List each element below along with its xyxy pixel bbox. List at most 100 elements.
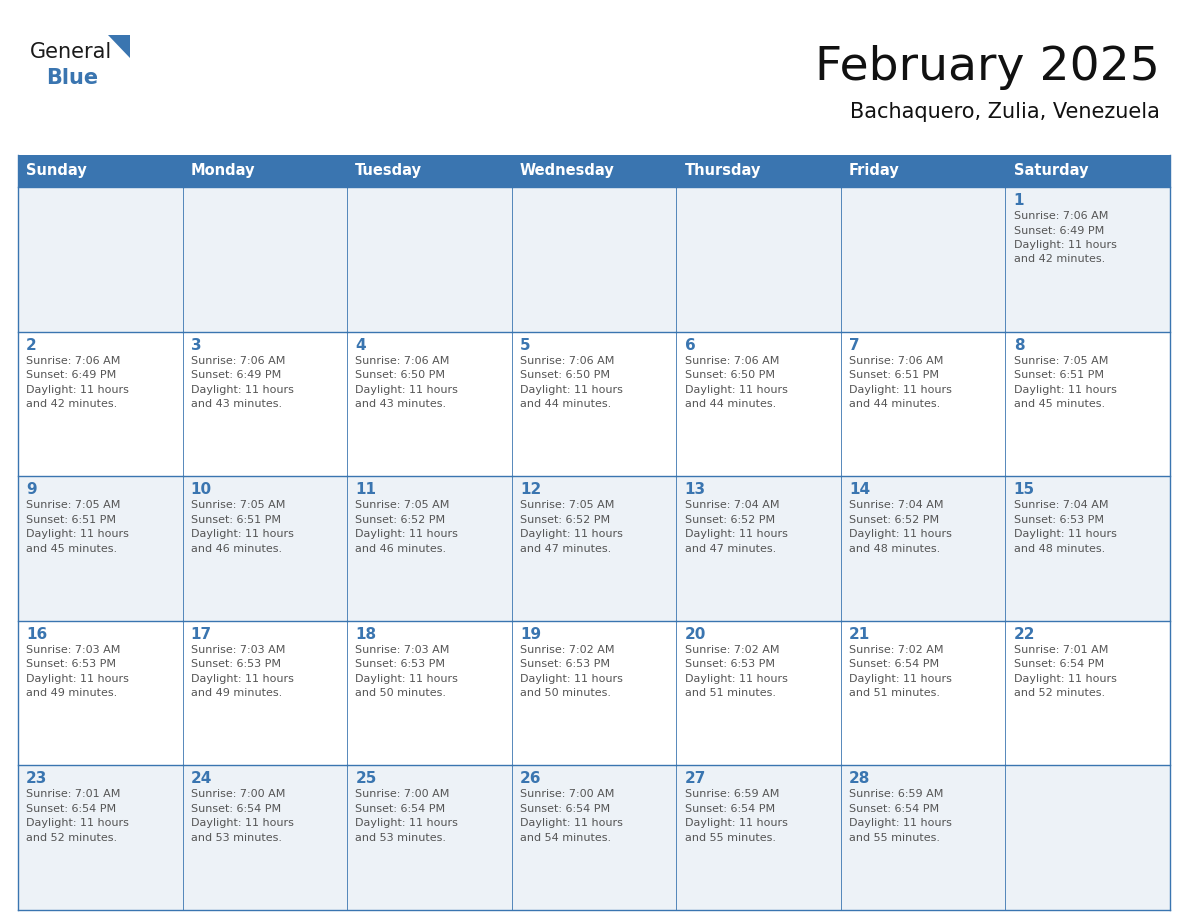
- Bar: [18, 155, 183, 187]
- Text: 15: 15: [1013, 482, 1035, 498]
- Text: Sunrise: 7:01 AM: Sunrise: 7:01 AM: [26, 789, 121, 800]
- Text: 23: 23: [26, 771, 48, 787]
- Text: Daylight: 11 hours: Daylight: 11 hours: [684, 674, 788, 684]
- Text: 9: 9: [26, 482, 37, 498]
- Text: 19: 19: [520, 627, 541, 642]
- Text: and 54 minutes.: and 54 minutes.: [520, 833, 611, 843]
- Text: Sunrise: 6:59 AM: Sunrise: 6:59 AM: [684, 789, 779, 800]
- Polygon shape: [108, 35, 129, 58]
- Text: Blue: Blue: [46, 68, 99, 88]
- Text: Sunrise: 7:03 AM: Sunrise: 7:03 AM: [355, 644, 450, 655]
- Text: Sunset: 6:53 PM: Sunset: 6:53 PM: [355, 659, 446, 669]
- Bar: [676, 621, 841, 766]
- Bar: [18, 621, 183, 766]
- Text: Thursday: Thursday: [684, 163, 760, 178]
- Text: Sunset: 6:53 PM: Sunset: 6:53 PM: [26, 659, 116, 669]
- Text: Daylight: 11 hours: Daylight: 11 hours: [520, 529, 623, 539]
- Text: and 44 minutes.: and 44 minutes.: [849, 399, 941, 409]
- Text: Sunset: 6:53 PM: Sunset: 6:53 PM: [1013, 515, 1104, 525]
- Text: 28: 28: [849, 771, 871, 787]
- Text: Sunrise: 7:04 AM: Sunrise: 7:04 AM: [684, 500, 779, 510]
- Bar: [183, 766, 347, 910]
- Text: Sunset: 6:54 PM: Sunset: 6:54 PM: [684, 804, 775, 814]
- Text: 17: 17: [191, 627, 211, 642]
- Bar: [841, 766, 1005, 910]
- Bar: [512, 331, 676, 476]
- Text: Sunrise: 7:06 AM: Sunrise: 7:06 AM: [26, 355, 121, 365]
- Text: Daylight: 11 hours: Daylight: 11 hours: [355, 674, 459, 684]
- Text: Sunrise: 7:05 AM: Sunrise: 7:05 AM: [355, 500, 450, 510]
- Text: Sunset: 6:52 PM: Sunset: 6:52 PM: [849, 515, 940, 525]
- Text: Daylight: 11 hours: Daylight: 11 hours: [191, 819, 293, 828]
- Bar: [512, 766, 676, 910]
- Text: and 46 minutes.: and 46 minutes.: [355, 543, 447, 554]
- Text: and 53 minutes.: and 53 minutes.: [191, 833, 282, 843]
- Text: 16: 16: [26, 627, 48, 642]
- Bar: [18, 187, 183, 331]
- Text: 5: 5: [520, 338, 531, 353]
- Text: Daylight: 11 hours: Daylight: 11 hours: [26, 674, 129, 684]
- Text: Daylight: 11 hours: Daylight: 11 hours: [1013, 674, 1117, 684]
- Text: Sunrise: 7:05 AM: Sunrise: 7:05 AM: [26, 500, 121, 510]
- Bar: [18, 331, 183, 476]
- Text: and 44 minutes.: and 44 minutes.: [684, 399, 776, 409]
- Text: and 51 minutes.: and 51 minutes.: [849, 688, 940, 699]
- Text: 14: 14: [849, 482, 871, 498]
- Text: 8: 8: [1013, 338, 1024, 353]
- Bar: [347, 155, 512, 187]
- Text: and 48 minutes.: and 48 minutes.: [1013, 543, 1105, 554]
- Bar: [1005, 155, 1170, 187]
- Bar: [183, 155, 347, 187]
- Text: Daylight: 11 hours: Daylight: 11 hours: [26, 819, 129, 828]
- Text: Sunset: 6:51 PM: Sunset: 6:51 PM: [1013, 370, 1104, 380]
- Text: and 42 minutes.: and 42 minutes.: [1013, 254, 1105, 264]
- Text: Daylight: 11 hours: Daylight: 11 hours: [26, 385, 129, 395]
- Text: Sunset: 6:52 PM: Sunset: 6:52 PM: [355, 515, 446, 525]
- Text: Monday: Monday: [191, 163, 255, 178]
- Text: and 48 minutes.: and 48 minutes.: [849, 543, 941, 554]
- Bar: [841, 187, 1005, 331]
- Bar: [18, 476, 183, 621]
- Text: Daylight: 11 hours: Daylight: 11 hours: [191, 385, 293, 395]
- Text: Sunset: 6:49 PM: Sunset: 6:49 PM: [191, 370, 282, 380]
- Text: Daylight: 11 hours: Daylight: 11 hours: [191, 674, 293, 684]
- Text: Sunday: Sunday: [26, 163, 87, 178]
- Text: 1: 1: [1013, 193, 1024, 208]
- Bar: [1005, 476, 1170, 621]
- Text: and 47 minutes.: and 47 minutes.: [684, 543, 776, 554]
- Bar: [18, 766, 183, 910]
- Bar: [676, 331, 841, 476]
- Text: Sunrise: 7:06 AM: Sunrise: 7:06 AM: [355, 355, 450, 365]
- Text: Daylight: 11 hours: Daylight: 11 hours: [1013, 240, 1117, 250]
- Text: Daylight: 11 hours: Daylight: 11 hours: [355, 385, 459, 395]
- Bar: [512, 621, 676, 766]
- Text: and 45 minutes.: and 45 minutes.: [26, 543, 118, 554]
- Text: Daylight: 11 hours: Daylight: 11 hours: [849, 674, 952, 684]
- Text: 27: 27: [684, 771, 706, 787]
- Text: and 43 minutes.: and 43 minutes.: [355, 399, 447, 409]
- Text: Daylight: 11 hours: Daylight: 11 hours: [520, 385, 623, 395]
- Bar: [1005, 331, 1170, 476]
- Text: Daylight: 11 hours: Daylight: 11 hours: [26, 529, 129, 539]
- Text: Sunset: 6:54 PM: Sunset: 6:54 PM: [26, 804, 116, 814]
- Text: Sunset: 6:50 PM: Sunset: 6:50 PM: [355, 370, 446, 380]
- Text: 26: 26: [520, 771, 542, 787]
- Text: Daylight: 11 hours: Daylight: 11 hours: [849, 529, 952, 539]
- Text: Bachaquero, Zulia, Venezuela: Bachaquero, Zulia, Venezuela: [851, 102, 1159, 122]
- Text: Sunrise: 7:00 AM: Sunrise: 7:00 AM: [520, 789, 614, 800]
- Bar: [512, 155, 676, 187]
- Text: 20: 20: [684, 627, 706, 642]
- Text: 22: 22: [1013, 627, 1035, 642]
- Bar: [183, 187, 347, 331]
- Text: Daylight: 11 hours: Daylight: 11 hours: [684, 819, 788, 828]
- Text: Daylight: 11 hours: Daylight: 11 hours: [849, 819, 952, 828]
- Text: 24: 24: [191, 771, 213, 787]
- Text: Sunrise: 7:02 AM: Sunrise: 7:02 AM: [520, 644, 614, 655]
- Text: and 49 minutes.: and 49 minutes.: [191, 688, 282, 699]
- Text: Sunrise: 7:05 AM: Sunrise: 7:05 AM: [191, 500, 285, 510]
- Text: 7: 7: [849, 338, 860, 353]
- Text: Tuesday: Tuesday: [355, 163, 423, 178]
- Text: 3: 3: [191, 338, 202, 353]
- Text: 10: 10: [191, 482, 211, 498]
- Text: 21: 21: [849, 627, 871, 642]
